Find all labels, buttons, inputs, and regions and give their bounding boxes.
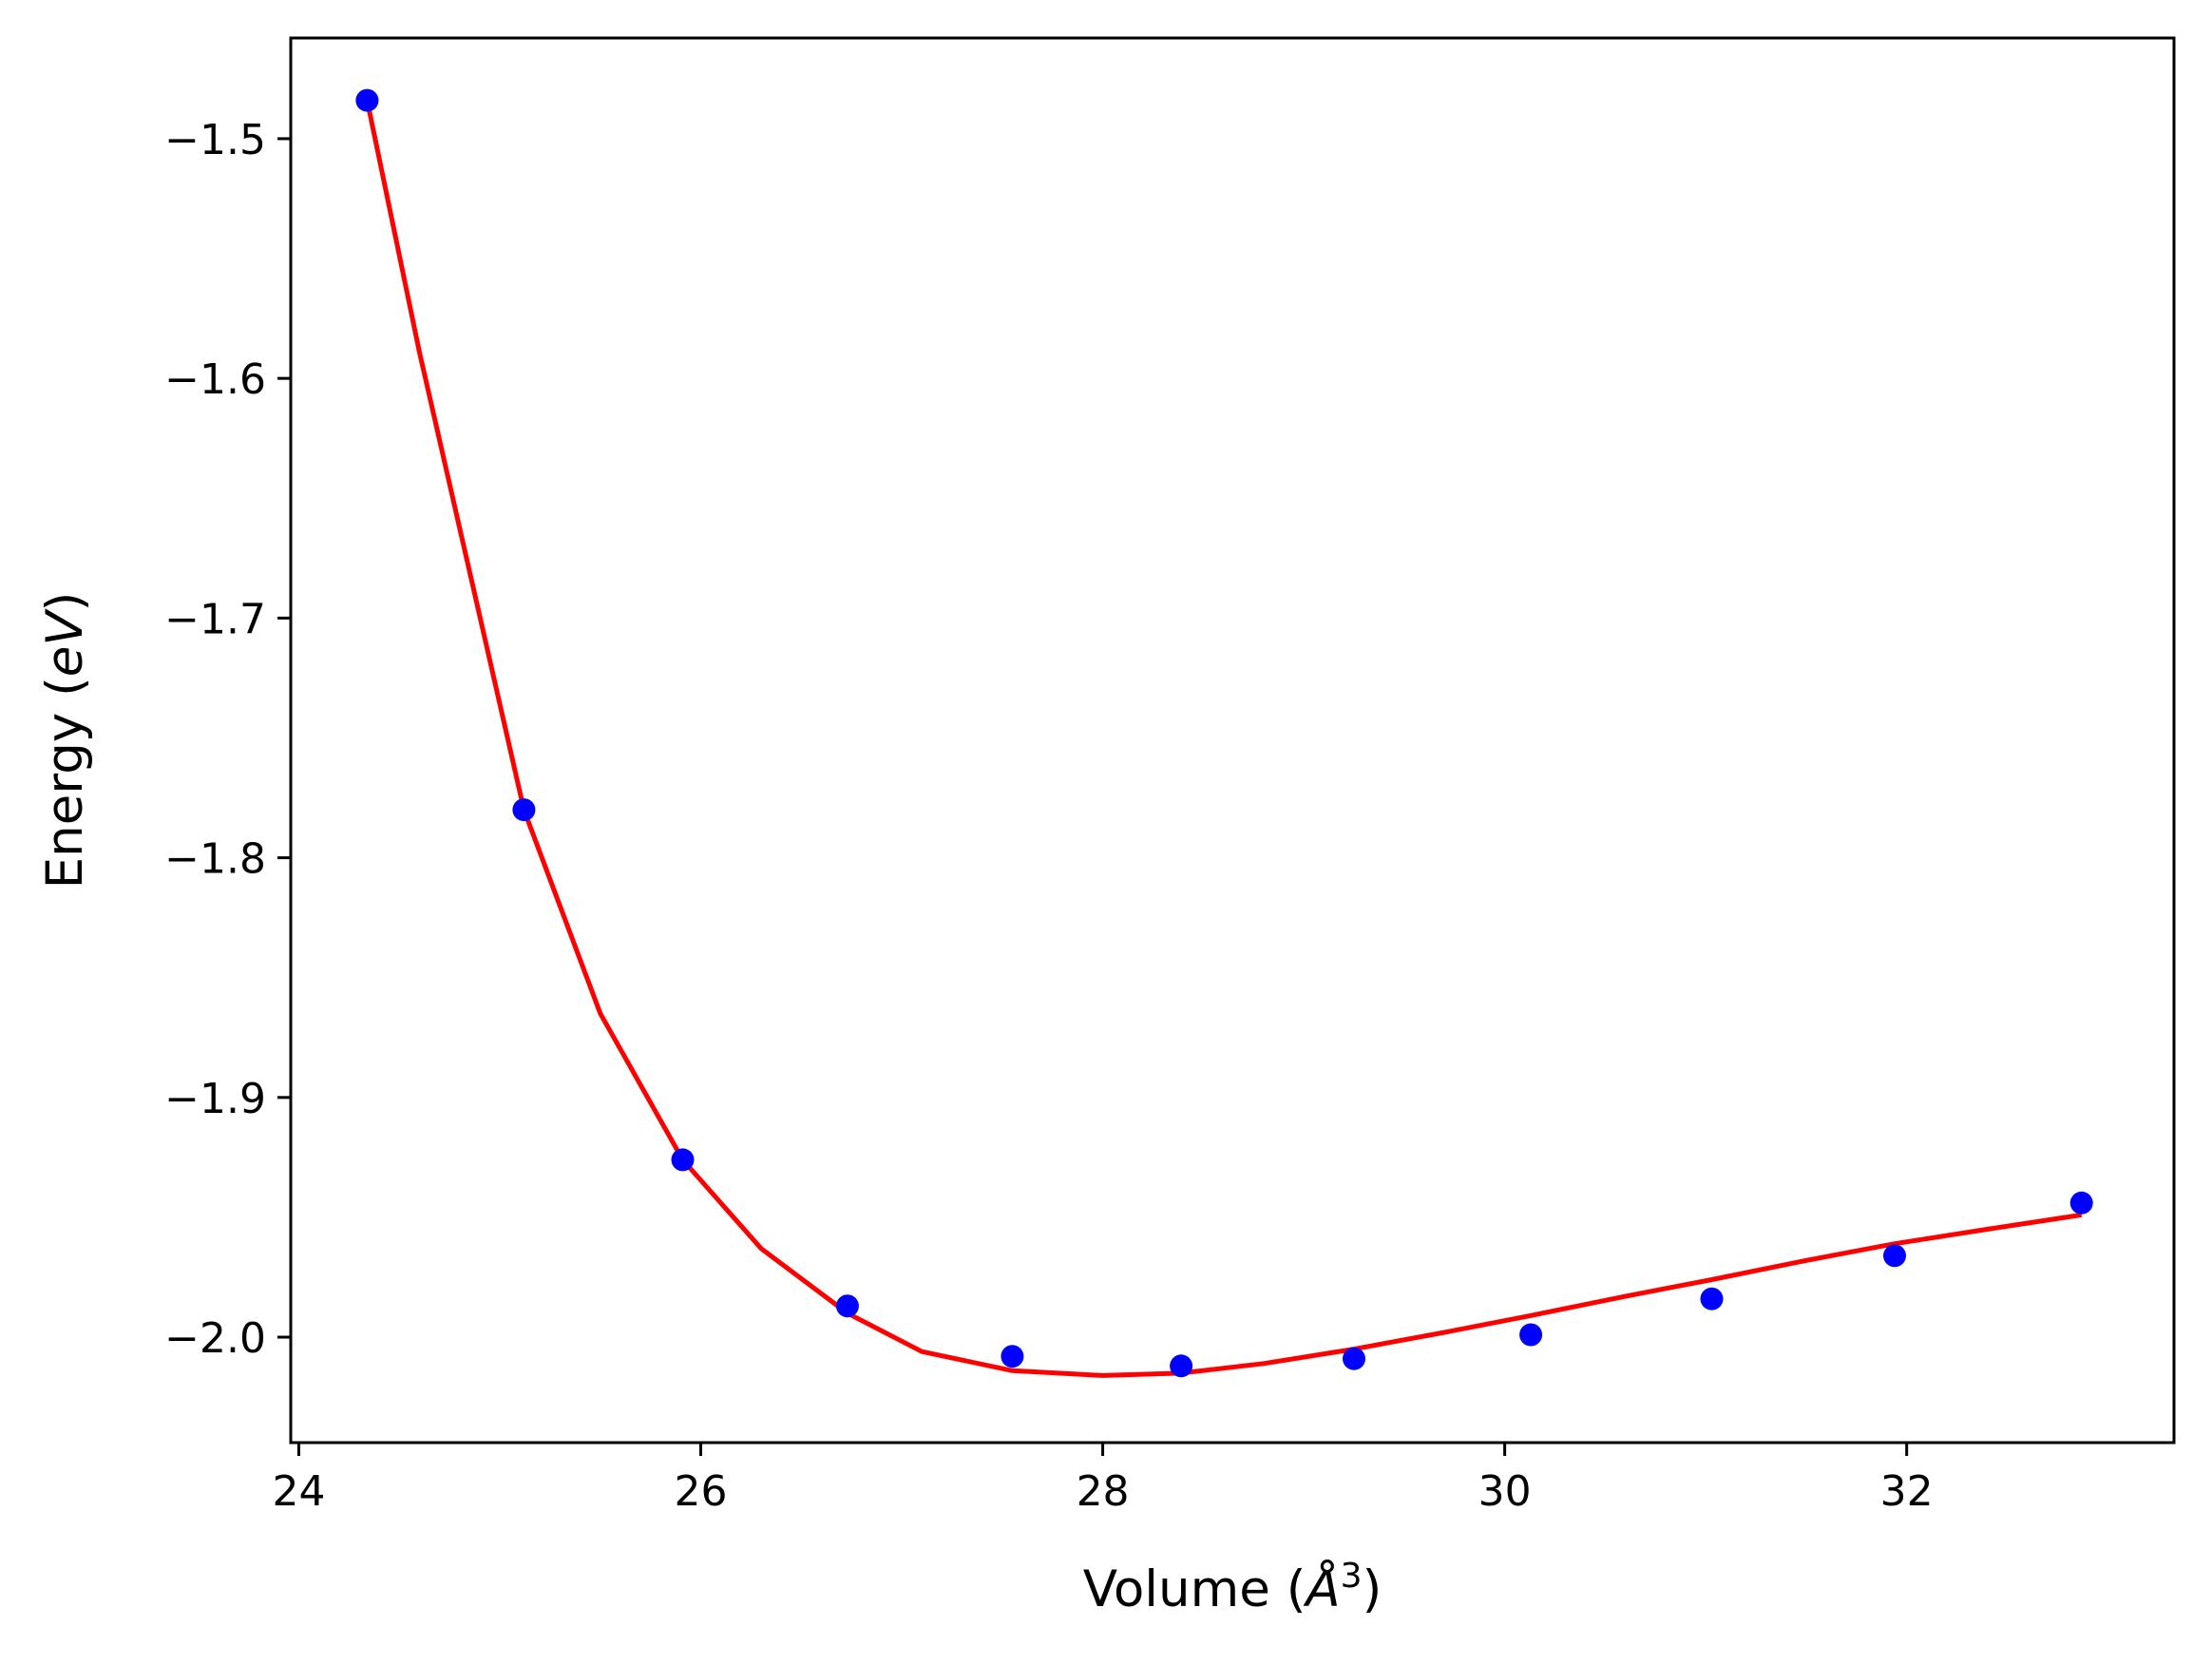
data-point — [1001, 1345, 1024, 1368]
x-axis-label-exponent: 3 — [1341, 1557, 1363, 1596]
y-tick-label: −1.5 — [164, 116, 266, 164]
data-point — [2069, 1191, 2093, 1215]
y-tick-label: −1.7 — [164, 595, 266, 643]
y-axis-label-text: Energy — [36, 713, 94, 890]
y-axis-label-unit: eV — [36, 608, 94, 678]
x-tick-label: 24 — [272, 1467, 325, 1516]
x-axis: 24 26 28 30 32 — [272, 1443, 1934, 1516]
y-tick-label: −1.6 — [164, 355, 266, 404]
y-tick-label: −1.8 — [164, 835, 266, 884]
plot-frame — [289, 36, 2176, 1445]
data-point — [1170, 1354, 1193, 1378]
plot-layer — [355, 88, 2093, 1378]
fit-curve — [364, 100, 2083, 1378]
x-tick-label: 26 — [675, 1467, 728, 1516]
y-tick-label: −2.0 — [164, 1314, 266, 1363]
x-axis-label-unit: Å — [1303, 1558, 1340, 1618]
data-point — [1883, 1244, 1906, 1268]
x-tick-label: 32 — [1880, 1467, 1934, 1516]
x-tick-label: 30 — [1478, 1467, 1532, 1516]
x-axis-label: Volume (Å3) — [1083, 1557, 1382, 1618]
data-point — [1700, 1287, 1724, 1311]
data-point — [1519, 1323, 1543, 1347]
data-point — [355, 88, 379, 112]
x-axis-label-text: Volume — [1083, 1560, 1270, 1618]
data-point — [835, 1294, 859, 1318]
data-point — [671, 1148, 695, 1172]
x-tick-label: 28 — [1077, 1467, 1130, 1516]
data-point — [512, 798, 536, 822]
y-axis: −1.5 −1.6 −1.7 −1.8 −1.9 −2.0 — [164, 116, 291, 1363]
data-point — [1343, 1347, 1365, 1370]
y-tick-label: −1.9 — [164, 1075, 266, 1123]
y-axis-label: Energy (eV) — [36, 592, 94, 890]
